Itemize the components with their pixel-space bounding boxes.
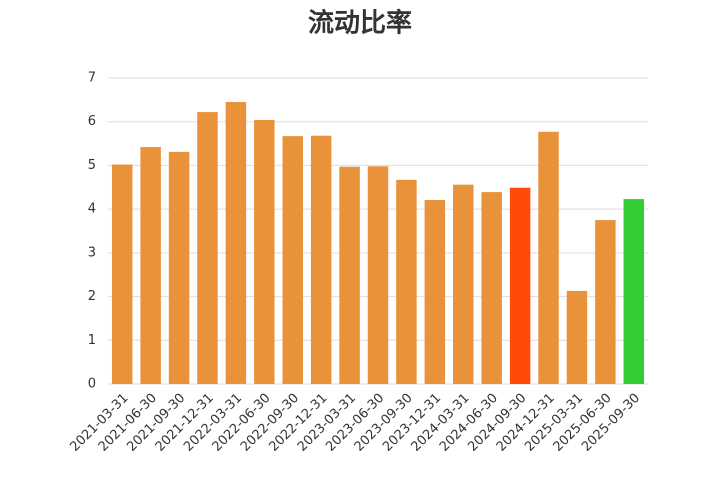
y-tick-label: 6 bbox=[88, 114, 96, 129]
y-tick-label: 7 bbox=[88, 71, 96, 86]
bar bbox=[367, 166, 389, 384]
bar bbox=[168, 151, 190, 384]
bar bbox=[481, 192, 502, 384]
y-tick-label: 2 bbox=[88, 289, 96, 304]
y-tick-label: 3 bbox=[88, 245, 96, 260]
bar bbox=[197, 112, 218, 385]
bar bbox=[424, 199, 446, 384]
y-tick-label: 5 bbox=[88, 158, 96, 173]
bar bbox=[111, 164, 133, 384]
bar bbox=[623, 199, 645, 384]
bar bbox=[595, 220, 616, 384]
bar bbox=[254, 119, 275, 385]
bar bbox=[453, 184, 474, 384]
bar bbox=[140, 147, 161, 384]
bar bbox=[566, 290, 588, 384]
bar bbox=[396, 179, 417, 384]
bar bbox=[310, 135, 332, 384]
y-tick-label: 4 bbox=[88, 202, 96, 217]
bar bbox=[538, 131, 559, 384]
bar bbox=[509, 187, 531, 384]
y-tick-label: 0 bbox=[88, 377, 96, 392]
bar bbox=[225, 102, 247, 385]
y-tick-label: 1 bbox=[88, 333, 96, 348]
chart-title: 流动比率 bbox=[308, 8, 412, 39]
bar bbox=[339, 166, 360, 384]
bar bbox=[282, 136, 303, 384]
